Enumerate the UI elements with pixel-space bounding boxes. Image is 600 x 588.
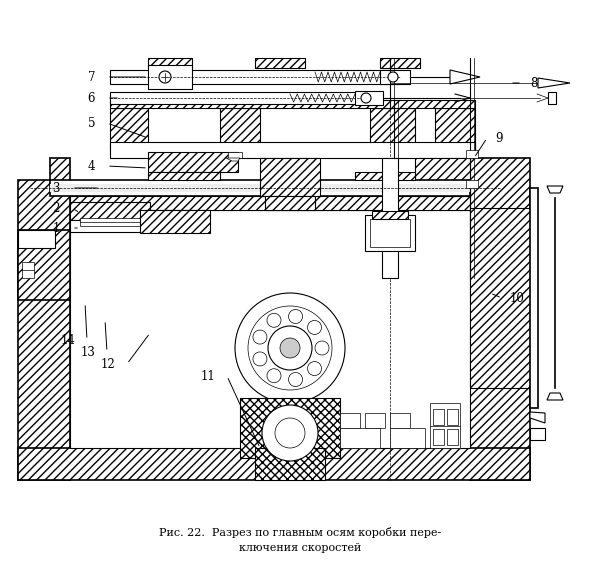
Bar — [110, 100, 475, 108]
Polygon shape — [470, 158, 530, 480]
Bar — [365, 413, 385, 428]
Bar — [370, 219, 410, 247]
Circle shape — [253, 352, 267, 366]
Polygon shape — [470, 208, 530, 388]
Polygon shape — [355, 172, 415, 180]
Bar — [466, 180, 478, 188]
Bar — [240, 398, 340, 458]
Polygon shape — [547, 393, 563, 400]
Bar — [22, 262, 34, 278]
Bar — [447, 429, 458, 445]
Bar — [340, 413, 360, 428]
Polygon shape — [370, 108, 415, 150]
Polygon shape — [530, 412, 545, 423]
Circle shape — [275, 418, 305, 448]
Text: 11: 11 — [200, 369, 215, 383]
Circle shape — [280, 338, 300, 358]
Polygon shape — [18, 230, 55, 248]
Polygon shape — [547, 186, 563, 193]
Bar — [70, 202, 150, 220]
Text: 12: 12 — [100, 358, 115, 370]
Bar — [390, 428, 425, 448]
Polygon shape — [148, 172, 220, 180]
Bar — [390, 413, 410, 428]
Polygon shape — [18, 448, 530, 480]
Bar — [260, 403, 320, 453]
Text: 2: 2 — [53, 202, 60, 215]
Text: 6: 6 — [88, 92, 95, 105]
Polygon shape — [226, 158, 240, 161]
Bar — [380, 70, 410, 84]
Polygon shape — [255, 58, 305, 68]
Circle shape — [315, 341, 329, 355]
Bar — [548, 92, 556, 104]
Bar — [355, 91, 383, 105]
Circle shape — [308, 362, 322, 376]
Text: ключения скоростей: ключения скоростей — [239, 543, 361, 553]
Text: 14: 14 — [60, 333, 75, 346]
Circle shape — [159, 71, 171, 83]
Bar — [148, 65, 192, 89]
Text: 9: 9 — [495, 132, 503, 145]
Circle shape — [262, 405, 318, 461]
Text: 10: 10 — [510, 292, 525, 305]
Bar — [466, 150, 478, 158]
Bar — [433, 429, 444, 445]
Polygon shape — [435, 108, 475, 150]
Bar — [447, 409, 458, 425]
Polygon shape — [415, 158, 470, 196]
Circle shape — [268, 326, 312, 370]
Polygon shape — [18, 230, 70, 300]
Circle shape — [253, 330, 267, 344]
Polygon shape — [265, 196, 315, 210]
Bar — [530, 188, 538, 408]
Circle shape — [289, 373, 302, 386]
Text: 7: 7 — [88, 71, 95, 83]
Circle shape — [235, 293, 345, 403]
Bar — [148, 152, 238, 172]
Bar — [110, 70, 400, 84]
Circle shape — [267, 313, 281, 328]
Circle shape — [361, 93, 371, 103]
Bar — [365, 215, 415, 251]
Circle shape — [248, 306, 332, 390]
Polygon shape — [148, 58, 192, 68]
Bar — [340, 428, 380, 448]
Bar — [70, 220, 150, 232]
Polygon shape — [450, 70, 480, 84]
Text: 5: 5 — [88, 116, 95, 129]
Polygon shape — [228, 152, 242, 158]
Text: 13: 13 — [80, 346, 95, 359]
Polygon shape — [18, 158, 70, 480]
Polygon shape — [220, 108, 260, 150]
Bar — [50, 184, 470, 192]
Bar — [50, 180, 470, 196]
Bar — [382, 158, 398, 278]
Bar — [430, 403, 460, 448]
Bar — [70, 210, 470, 448]
Text: 1: 1 — [53, 222, 60, 235]
Circle shape — [289, 309, 302, 323]
Polygon shape — [380, 58, 420, 68]
Bar — [110, 142, 475, 158]
Bar — [433, 409, 444, 425]
Text: 3: 3 — [53, 182, 60, 195]
Polygon shape — [140, 210, 210, 233]
Circle shape — [267, 369, 281, 383]
Polygon shape — [260, 158, 320, 196]
Circle shape — [388, 72, 398, 82]
Polygon shape — [70, 196, 470, 210]
Circle shape — [308, 320, 322, 335]
Polygon shape — [538, 78, 570, 88]
Polygon shape — [530, 428, 545, 440]
Bar — [80, 218, 140, 226]
Bar — [110, 92, 370, 104]
Text: Рис. 22.  Разрез по главным осям коробки пере-: Рис. 22. Разрез по главным осям коробки … — [159, 527, 441, 539]
Polygon shape — [110, 108, 148, 150]
Text: 4: 4 — [88, 159, 95, 172]
Bar — [255, 448, 325, 480]
Text: 8: 8 — [530, 76, 538, 89]
Bar — [372, 211, 408, 219]
